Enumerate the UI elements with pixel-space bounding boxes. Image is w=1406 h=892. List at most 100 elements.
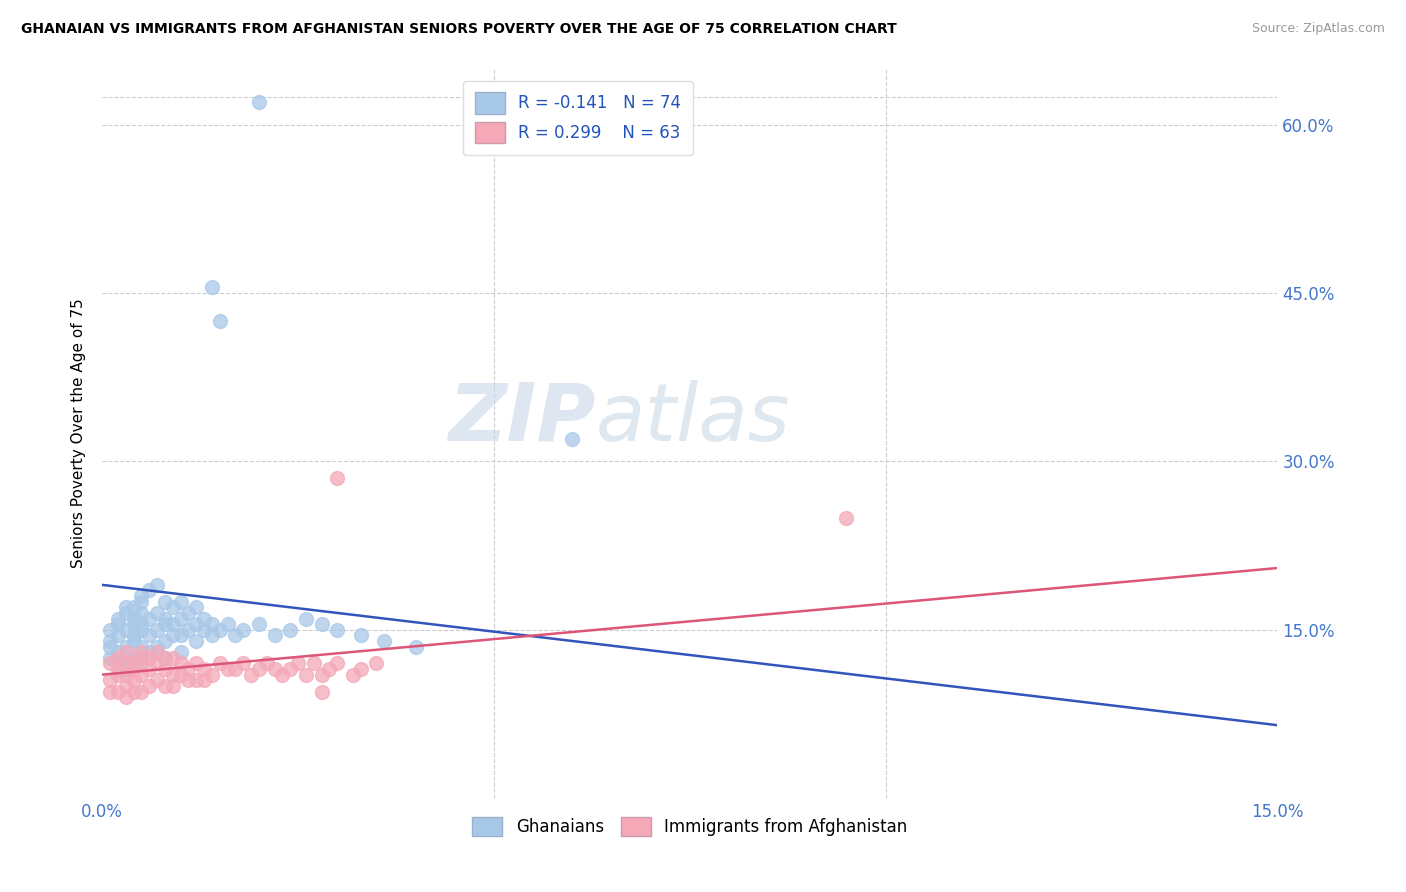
Point: [311, 684, 333, 698]
Point: [169, 667, 191, 681]
Point: [114, 667, 136, 681]
Legend: Ghanaians, Immigrants from Afghanistan: Ghanaians, Immigrants from Afghanistan: [464, 809, 915, 845]
Point: [131, 684, 153, 698]
Y-axis label: Seniors Poverty Over the Age of 75: Seniors Poverty Over the Age of 75: [72, 299, 86, 568]
Point: [240, 667, 263, 681]
Point: [153, 650, 176, 665]
Point: [107, 645, 129, 659]
Point: [153, 679, 176, 693]
Text: GHANAIAN VS IMMIGRANTS FROM AFGHANISTAN SENIORS POVERTY OVER THE AGE OF 75 CORRE: GHANAIAN VS IMMIGRANTS FROM AFGHANISTAN …: [21, 22, 897, 37]
Point: [138, 628, 160, 642]
Point: [153, 595, 176, 609]
Point: [107, 667, 129, 681]
Point: [122, 684, 145, 698]
Point: [153, 634, 176, 648]
Point: [131, 606, 153, 620]
Point: [162, 617, 184, 632]
Point: [247, 617, 270, 632]
Point: [153, 650, 176, 665]
Point: [122, 617, 145, 632]
Point: [162, 650, 184, 665]
Point: [835, 510, 858, 524]
Point: [342, 667, 364, 681]
Text: Source: ZipAtlas.com: Source: ZipAtlas.com: [1251, 22, 1385, 36]
Point: [561, 432, 583, 446]
Point: [318, 662, 340, 676]
Point: [131, 595, 153, 609]
Point: [217, 662, 239, 676]
Point: [186, 617, 208, 632]
Point: [278, 662, 301, 676]
Point: [138, 611, 160, 625]
Point: [193, 662, 215, 676]
Point: [98, 673, 121, 688]
Point: [232, 657, 254, 671]
Point: [107, 611, 129, 625]
Point: [153, 617, 176, 632]
Point: [201, 667, 224, 681]
Point: [350, 628, 373, 642]
Point: [146, 645, 169, 659]
Point: [201, 617, 224, 632]
Point: [138, 662, 160, 676]
Point: [186, 673, 208, 688]
Point: [138, 679, 160, 693]
Point: [311, 667, 333, 681]
Point: [232, 623, 254, 637]
Point: [177, 673, 200, 688]
Point: [98, 684, 121, 698]
Point: [162, 679, 184, 693]
Point: [247, 662, 270, 676]
Point: [263, 662, 285, 676]
Point: [114, 690, 136, 705]
Point: [295, 611, 318, 625]
Point: [146, 673, 169, 688]
Point: [162, 628, 184, 642]
Point: [114, 600, 136, 615]
Point: [302, 657, 325, 671]
Point: [114, 645, 136, 659]
Point: [107, 657, 129, 671]
Point: [138, 645, 160, 659]
Point: [131, 617, 153, 632]
Point: [114, 606, 136, 620]
Point: [193, 673, 215, 688]
Point: [146, 606, 169, 620]
Point: [186, 634, 208, 648]
Point: [153, 662, 176, 676]
Point: [122, 662, 145, 676]
Point: [122, 657, 145, 671]
Point: [193, 623, 215, 637]
Point: [162, 667, 184, 681]
Point: [287, 657, 309, 671]
Text: atlas: atlas: [596, 380, 790, 458]
Point: [169, 628, 191, 642]
Point: [247, 95, 270, 110]
Point: [122, 650, 145, 665]
Point: [122, 611, 145, 625]
Point: [186, 657, 208, 671]
Point: [146, 578, 169, 592]
Point: [278, 623, 301, 637]
Point: [114, 640, 136, 654]
Point: [131, 640, 153, 654]
Point: [224, 628, 246, 642]
Point: [405, 640, 427, 654]
Point: [138, 583, 160, 598]
Point: [131, 650, 153, 665]
Point: [98, 640, 121, 654]
Point: [122, 634, 145, 648]
Point: [350, 662, 373, 676]
Point: [107, 684, 129, 698]
Point: [98, 634, 121, 648]
Point: [122, 673, 145, 688]
Point: [122, 628, 145, 642]
Text: ZIP: ZIP: [449, 380, 596, 458]
Point: [326, 471, 349, 485]
Point: [177, 606, 200, 620]
Point: [271, 667, 294, 681]
Point: [131, 657, 153, 671]
Point: [146, 657, 169, 671]
Point: [208, 314, 231, 328]
Point: [169, 645, 191, 659]
